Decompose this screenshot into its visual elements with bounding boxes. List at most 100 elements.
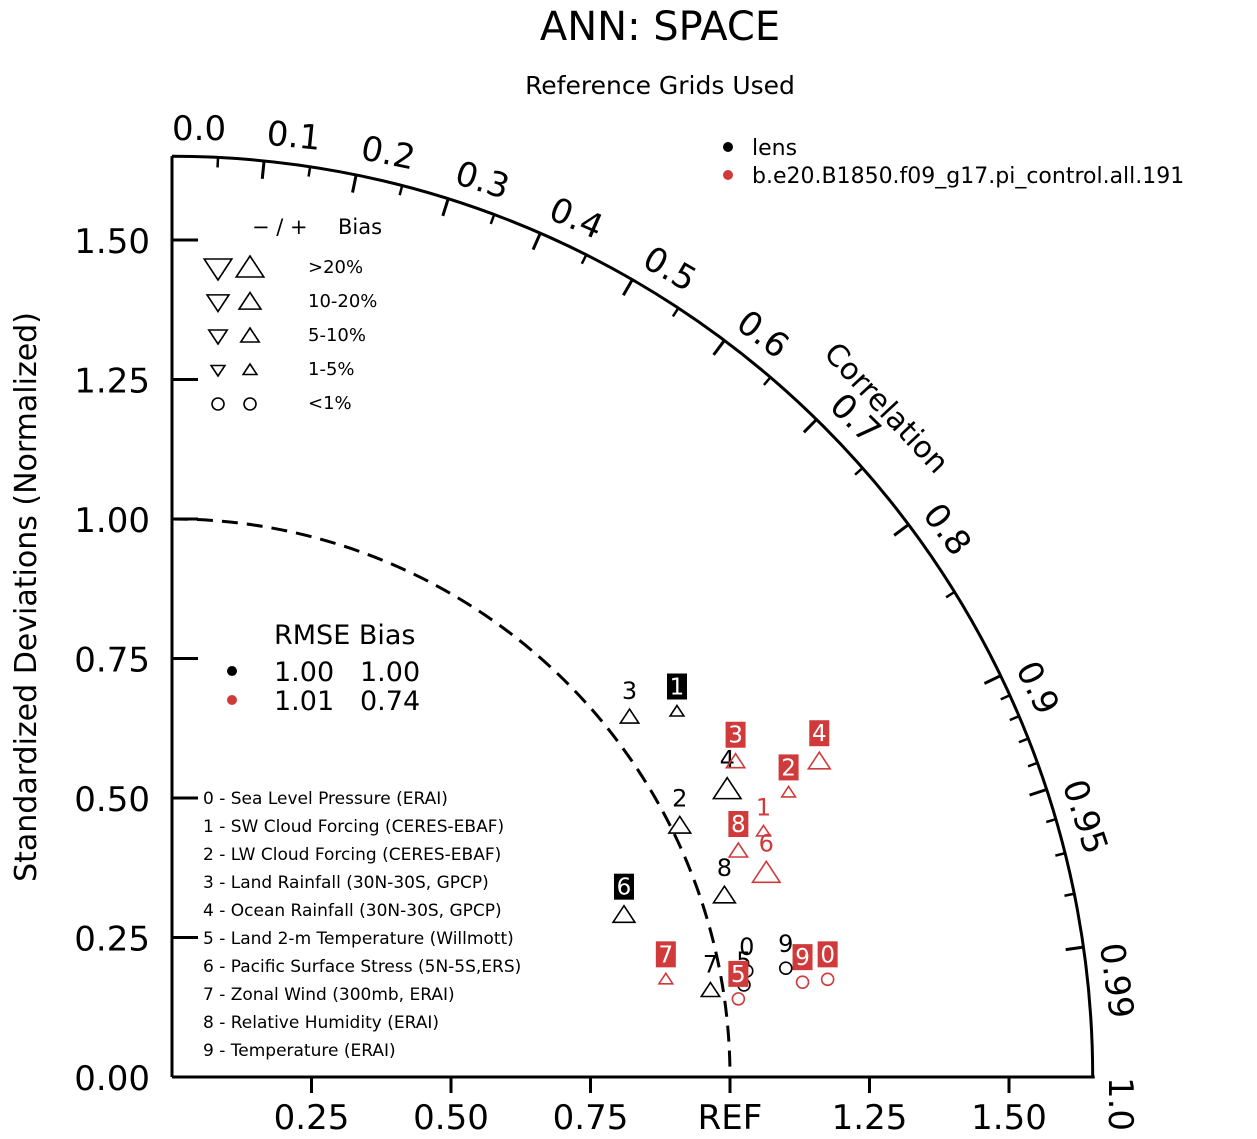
- bias-legend-bias-header: Bias: [338, 215, 382, 239]
- data-points: 01234567890123456789: [611, 673, 838, 1006]
- series-1-point-7-marker: [657, 971, 675, 985]
- correlation-tick-4: [531, 232, 542, 251]
- series-0-point-1-label: 1: [670, 675, 685, 701]
- correlation-tick-label-6: 0.6: [729, 302, 796, 366]
- series-1-point-6-marker: [750, 859, 782, 884]
- correlation-tick-label-0: 0.0: [172, 109, 226, 149]
- x-tick-label-1: 0.50: [413, 1098, 489, 1135]
- correlation-minor-tick-2: [398, 185, 404, 196]
- series-1-point-0-label-box: [817, 941, 838, 968]
- correlation-tick-label-3: 0.3: [450, 153, 514, 207]
- series-0-point-4-label: 4: [720, 746, 735, 774]
- correlation-minor-tick-9: [1000, 694, 1011, 701]
- correlation-tick-7: [802, 418, 818, 434]
- correlation-minor-tick-15: [1064, 892, 1075, 897]
- series-1-point-5-label: 5: [731, 962, 746, 988]
- series-1-point-4-label: 4: [812, 721, 827, 747]
- x-tick-label-4: 1.25: [832, 1098, 908, 1135]
- bias-legend-neg-circle-4: [211, 397, 225, 411]
- series-0-point-1-marker: [668, 704, 686, 717]
- series-1-point-5-marker: [731, 992, 746, 1006]
- variable-item-5: 5 - Land 2-m Temperature (Willmott): [203, 929, 514, 949]
- series-0-point-3-label: 3: [622, 677, 637, 705]
- series-1-point-0-label: 0: [820, 942, 835, 968]
- series-1-point-4-marker: [806, 750, 832, 770]
- rmse-bias-table: RMSE Bias 1.00 1.00 1.01 0.74: [227, 620, 420, 717]
- bias-legend-up-triangle-1: [237, 291, 263, 310]
- series-0-point-9-marker: [778, 961, 793, 975]
- series-0-point-2-label: 2: [672, 784, 687, 812]
- variable-item-6: 6 - Pacific Surface Stress (5N-5S,ERS): [203, 957, 521, 977]
- chart-title: ANN: SPACE: [540, 4, 780, 50]
- bias-legend-label-5-10: 5-10%: [308, 325, 366, 346]
- correlation-tick-5: [622, 278, 634, 296]
- series-0-point-6-marker: [611, 904, 637, 924]
- series-1-point-2-marker: [780, 784, 797, 798]
- y-tick-label-6: 1.50: [74, 222, 150, 262]
- series-1-point-8-label-box: [728, 811, 749, 838]
- correlation-tick-6: [712, 339, 726, 356]
- x-tick-label-2: 0.75: [553, 1098, 629, 1135]
- variable-legend: 0 - Sea Level Pressure (ERAI) 1 - SW Clo…: [203, 789, 521, 1061]
- correlation-minor-tick-1: [307, 166, 312, 177]
- series-1-point-3-marker: [724, 752, 747, 769]
- variable-item-4: 4 - Ocean Rainfall (30N-30S, GPCP): [203, 901, 502, 921]
- axes: 0.25 0.50 0.75 REF 1.25 1.500.000.250.500.751…: [74, 156, 1095, 1138]
- correlation-minor-tick-8: [945, 590, 956, 599]
- series-1-point-8-marker: [727, 841, 750, 858]
- series-1-point-7-label-box: [655, 941, 676, 968]
- rmse-value-lens: 1.00: [274, 657, 334, 688]
- bias-legend-label-10-20: 10-20%: [308, 291, 377, 312]
- rmse-row-dot-pi-control: [227, 695, 237, 705]
- correlation-tick-label-5: 0.5: [636, 239, 703, 301]
- bias-legend-down-triangle-3: [209, 364, 227, 378]
- series-1-point-7-label: 7: [659, 942, 674, 968]
- reference-arc: [171, 517, 732, 1078]
- series-1-point-4-label-box: [809, 720, 830, 747]
- bias-legend-up-triangle-2: [239, 326, 261, 343]
- variable-item-0: 0 - Sea Level Pressure (ERAI): [203, 789, 448, 809]
- rmse-row-dot-lens: [227, 666, 237, 676]
- series-1-point-3-label: 3: [728, 723, 743, 749]
- correlation-minor-tick-3: [489, 214, 496, 225]
- y-tick-label-3: 0.75: [74, 641, 150, 681]
- x-tick-label-0: 0.25: [274, 1098, 350, 1135]
- correlation-minor-tick-12: [1027, 761, 1038, 768]
- correlation-minor-tick-5: [671, 307, 680, 318]
- correlation-minor-tick-11: [1018, 737, 1029, 744]
- correlation-minor-tick-6: [763, 376, 772, 386]
- case-legend-label-pi-control: b.e20.B1850.f09_g17.pi_control.all.191: [752, 164, 1184, 189]
- bias-value-lens: 1.00: [360, 657, 420, 688]
- correlation-outer-arc: [171, 154, 1095, 1078]
- variable-item-3: 3 - Land Rainfall (30N-30S, GPCP): [203, 873, 489, 893]
- bias-legend-label-1-5: 1-5%: [308, 359, 355, 380]
- correlation-tick-11: [1065, 945, 1084, 952]
- correlation-minor-tick-4: [580, 254, 588, 265]
- x-tick-label-5: 1.50: [971, 1098, 1047, 1135]
- bias-legend-down-triangle-0: [202, 258, 234, 282]
- series-1-point-2-label: 2: [781, 755, 796, 781]
- variable-item-2: 2 - LW Cloud Forcing (CERES-EBAF): [203, 845, 501, 865]
- series-1-point-9-marker: [795, 975, 810, 989]
- bias-legend-up-triangle-0: [234, 254, 266, 278]
- series-0-point-3-marker: [618, 707, 641, 724]
- series-0-point-6-label: 6: [617, 875, 632, 901]
- series-0-point-2-marker: [667, 814, 693, 834]
- correlation-minor-tick-14: [1055, 851, 1066, 857]
- variable-item-8: 8 - Relative Humidity (ERAI): [203, 1013, 439, 1033]
- bias-legend-pos-circle-4: [243, 397, 257, 411]
- series-1-point-5-label-box: [728, 960, 749, 987]
- correlation-tick-1: [260, 160, 266, 179]
- series-1-point-6-label: 6: [759, 829, 774, 857]
- case-legend-label-lens: lens: [752, 136, 797, 161]
- series-0-point-7-marker: [699, 981, 722, 998]
- y-tick-label-4: 1.00: [74, 501, 150, 541]
- series-1-point-8-label: 8: [731, 812, 746, 838]
- correlation-tick-label-12: 1.0: [1100, 1077, 1140, 1131]
- case-legend-dot-lens: [723, 142, 733, 152]
- series-0-point-8-label: 8: [717, 854, 732, 882]
- series-0-point-9-label: 9: [778, 930, 793, 958]
- bias-legend-down-triangle-1: [205, 294, 231, 313]
